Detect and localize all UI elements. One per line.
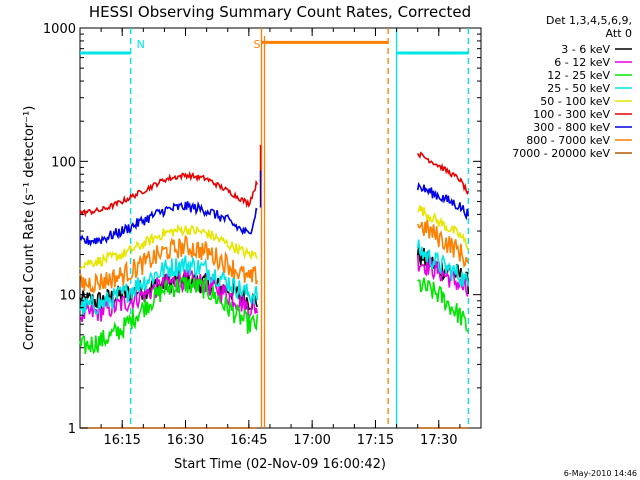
axis-layer: 16:15 16:30 16:45 17:00 17:15 17:30 1 10 100 1000	[43, 22, 482, 448]
x-tick-label-5: 17:30	[420, 433, 457, 448]
series-layer	[79, 144, 470, 429]
series-4	[79, 205, 470, 270]
y-tick-label-1: 10	[59, 289, 76, 304]
x-tick-label-3: 17:00	[293, 433, 330, 448]
series-2	[79, 275, 469, 355]
legend-label-6: 300 - 800 keV	[533, 121, 610, 134]
legend-header-line-1: Det 1,3,4,5,6,9,	[546, 14, 632, 27]
x-axis-label: Start Time (02-Nov-09 16:00:42)	[174, 457, 386, 472]
legend-label-3: 25 - 50 keV	[547, 82, 610, 95]
chart-title: HESSI Observing Summary Count Rates, Cor…	[89, 3, 471, 21]
y-tick-label-0: 1	[68, 422, 76, 437]
x-tick-label-1: 16:30	[167, 433, 204, 448]
x-tick-label-2: 16:45	[230, 433, 267, 448]
y-tick-label-3: 1000	[43, 22, 76, 37]
legend-label-1: 6 - 12 keV	[554, 56, 610, 69]
series-7-segment-0	[79, 234, 259, 295]
legend-label-0: 3 - 6 keV	[561, 43, 610, 56]
series-3-segment-1	[416, 239, 470, 287]
marker-label-N: N	[137, 38, 145, 51]
marker-label-S: S	[254, 38, 261, 51]
legend-label-7: 800 - 7000 keV	[526, 134, 610, 147]
series-7	[79, 219, 469, 295]
series-2-segment-0	[79, 275, 259, 355]
y-axis-label: Corrected Count Rate (s⁻¹ detector⁻¹)	[22, 106, 37, 351]
series-6-segment-1	[416, 181, 470, 221]
legend-label-8: 7000 - 20000 keV	[512, 147, 610, 160]
x-tick-label-0: 16:15	[103, 433, 140, 448]
x-tick-label-4: 17:15	[357, 433, 394, 448]
series-3	[79, 239, 470, 316]
series-5-segment-1	[416, 151, 470, 196]
y-tick-label-2: 100	[51, 155, 76, 170]
series-5-segment-0	[79, 170, 259, 218]
series-6-segment-0	[79, 200, 258, 247]
legend-label-2: 12 - 25 keV	[547, 69, 610, 82]
footer-date: 6-May-2010 14:46	[564, 469, 637, 478]
series-1-segment-0	[79, 269, 259, 323]
plot-border	[79, 27, 482, 429]
series-6	[79, 170, 470, 247]
series-2-segment-1	[417, 277, 469, 333]
series-4-segment-1	[417, 205, 470, 251]
plot-frame	[79, 27, 482, 429]
legend-label-4: 50 - 100 keV	[540, 95, 610, 108]
series-5	[79, 144, 470, 218]
legend-label-5: 100 - 300 keV	[533, 108, 610, 121]
series-7-segment-1	[416, 219, 469, 269]
legend-header-line-2: Att 0	[606, 27, 632, 40]
series-3-segment-0	[79, 255, 259, 316]
series-4-segment-0	[79, 223, 258, 270]
